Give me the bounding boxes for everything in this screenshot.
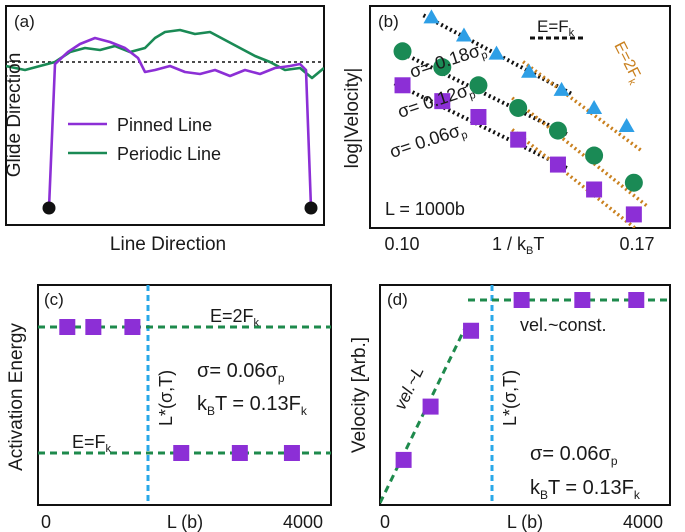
marker-square: [173, 445, 190, 461]
panel-b-xtick-0: 0.10: [384, 234, 419, 254]
panel-a-tag: (a): [14, 12, 35, 31]
marker-square: [59, 319, 76, 335]
marker-circle: [585, 146, 604, 165]
marker-square: [628, 292, 645, 308]
marker-triangle: [521, 63, 538, 78]
panel-d-frame: [379, 284, 671, 506]
legend-pinned-label: Pinned Line: [117, 115, 212, 135]
marker-square: [470, 109, 487, 125]
marker-square: [395, 451, 412, 468]
panel-b-L-annotation: L = 1000b: [385, 199, 465, 219]
pinned-line-trace: [47, 36, 313, 209]
panel-b-xtick-1: 0.17: [619, 234, 654, 254]
panel-c-markers: [59, 319, 300, 461]
panel-c-xlabel: L (b): [167, 512, 203, 532]
panel-c-T-param: kBT = 0.13Fk: [197, 393, 308, 418]
marker-circle: [548, 121, 567, 140]
panel-c-Lstar-label: L*(σ,T): [156, 370, 176, 426]
panel-a-ylabel: Glide Direction: [4, 53, 25, 178]
panel-d: (d) vel.~L vel.~const. σ= 0.06σp kBT = 0…: [349, 284, 671, 532]
marker-square: [586, 181, 603, 198]
marker-square: [231, 445, 248, 461]
marker-square: [463, 322, 480, 339]
marker-circle: [393, 42, 412, 61]
panel-c-label-Fk: E=Fk: [72, 432, 112, 455]
marker-triangle: [618, 118, 635, 133]
marker-square: [422, 398, 439, 415]
panel-b-markers: [393, 9, 643, 223]
marker-square: [549, 156, 566, 173]
marker-triangle: [455, 27, 472, 42]
fit-label-E-2Fk: E=2Fk: [608, 39, 646, 88]
panel-b-xlabel: 1 / kBT: [492, 234, 544, 257]
marker-square: [283, 445, 300, 461]
panel-c-sigma-param: σ= 0.06σp: [197, 360, 285, 385]
panel-b-frame: [369, 5, 671, 229]
panel-d-xtick-0: 0: [380, 512, 390, 532]
marker-square: [625, 206, 642, 223]
panel-c: (c) E=2Fk E=Fk σ= 0.06σp kBT = 0.13Fk L*…: [6, 284, 332, 532]
fit-line-2Fk-0: [521, 60, 642, 152]
marker-circle: [624, 173, 643, 192]
fit-line-Fk-2: [393, 81, 569, 171]
marker-triangle: [423, 9, 440, 24]
panel-d-T-param: kBT = 0.13Fk: [530, 477, 641, 502]
pinned-endpoint-left: [42, 201, 56, 215]
marker-square: [85, 319, 102, 335]
marker-square: [434, 93, 451, 110]
pinned-endpoint-right: [304, 201, 318, 215]
panel-d-sigma-param: σ= 0.06σp: [530, 443, 618, 468]
marker-triangle: [586, 99, 603, 114]
marker-square: [124, 319, 141, 335]
marker-square: [394, 77, 411, 94]
panel-d-tag: (d): [387, 290, 408, 309]
panel-c-frame: [37, 284, 332, 506]
fit-line-2Fk-2: [511, 128, 638, 228]
panel-d-xlabel: L (b): [507, 512, 543, 532]
marker-square: [513, 292, 530, 308]
panel-a: (a) Pinned Line Periodic Line Line Direc…: [4, 5, 325, 255]
panel-d-annot-linear: vel.~L: [391, 363, 428, 413]
fit-label-E-Fk: E=Fk: [537, 17, 575, 39]
marker-triangle: [488, 45, 505, 60]
fit-line-2Fk-1: [511, 96, 649, 209]
panel-b-tag: (b): [378, 12, 399, 31]
panel-b-ylabel: log|Velocity|: [342, 68, 363, 169]
marker-triangle: [553, 81, 570, 96]
panel-d-xtick-1: 4000: [623, 512, 663, 532]
legend-periodic-label: Periodic Line: [117, 144, 221, 164]
marker-circle: [469, 76, 488, 95]
panel-c-ylabel: Activation Energy: [6, 323, 27, 471]
marker-circle: [433, 58, 452, 77]
panel-c-xtick-1: 4000: [283, 512, 323, 532]
panel-d-markers: [395, 292, 645, 468]
panel-c-tag: (c): [44, 290, 64, 309]
series-label-sigma-006: σ= 0.06σp: [387, 118, 469, 164]
marker-square: [510, 131, 527, 148]
panel-c-label-2Fk: E=2Fk: [210, 306, 260, 329]
panel-a-frame: [5, 5, 325, 226]
marker-circle: [509, 98, 528, 117]
marker-square: [574, 292, 591, 308]
panel-c-xtick-0: 0: [41, 512, 51, 532]
panel-d-annot-const: vel.~const.: [520, 315, 607, 335]
panel-d-Lstar-label: L*(σ,T): [500, 370, 520, 426]
panel-a-xlabel: Line Direction: [110, 234, 226, 255]
panel-b: (b) E=Fk E=2Fk σ= 0.18σp σ= 0.12σp σ= 0.…: [342, 5, 671, 257]
panel-d-ylabel: Velocity [Arb.]: [349, 337, 370, 453]
